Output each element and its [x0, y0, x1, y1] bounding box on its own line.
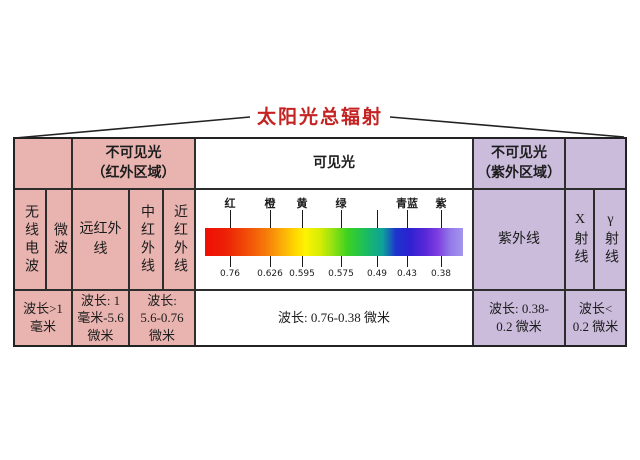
spectrum-label-yellow: 黄 [296, 198, 308, 210]
spectrum-tick-value: 0.38 [430, 269, 452, 279]
cell-wavelength-xray-gamma: 波长< 0.2 微米 [566, 291, 625, 345]
spectrum-tick-value: 0.595 [289, 269, 315, 279]
cell-header-blank-left [15, 139, 71, 188]
cell-band-far-infrared: 远红外 线 [73, 190, 128, 289]
spectrum-label-cyan-blue: 青蓝 [396, 198, 418, 210]
spectrum-label-violet: 紫 [435, 198, 447, 210]
spectrum-tick-value: 0.76 [219, 269, 241, 279]
cell-header-ultraviolet: 不可见光 （紫外区域） [474, 139, 564, 188]
visible-spectrum-panel: 红 橙 黄 绿 青蓝 紫 0.76 0.626 0.595 0.575 0.49… [196, 190, 472, 289]
spectrum-label-orange: 橙 [264, 198, 276, 210]
cell-band-gamma: γ射线 [595, 190, 625, 289]
cell-band-radio: 无线电波 [15, 190, 45, 289]
cell-wavelength-mid-near-infrared: 波长: 5.6-0.76 微米 [130, 291, 194, 345]
spectrum-tick-value: 0.626 [257, 269, 283, 279]
cell-wavelength-radio-microwave: 波长>1 毫米 [15, 291, 71, 345]
spectrum-tick-value: 0.49 [366, 269, 388, 279]
spectrum-tick-value: 0.43 [396, 269, 418, 279]
spectrum-label-red: 红 [224, 198, 236, 210]
cell-band-microwave: 微波 [47, 190, 71, 289]
spectrum-tick-value: 0.575 [328, 269, 354, 279]
cell-band-xray: X射线 [566, 190, 593, 289]
cell-band-near-infrared: 近红外线 [164, 190, 194, 289]
diagram-title: 太阳光总辐射 [256, 107, 383, 128]
cell-header-visible: 可见光 [196, 139, 472, 188]
cell-wavelength-visible: 波长: 0.76-0.38 微米 [196, 291, 472, 345]
cell-wavelength-far-infrared: 波长: 1 毫米-5.6 微米 [73, 291, 128, 345]
cell-band-ultraviolet: 紫外线 [474, 190, 564, 289]
cell-wavelength-ultraviolet: 波长: 0.38- 0.2 微米 [474, 291, 564, 345]
spectrum-label-green: 绿 [335, 198, 347, 210]
cell-header-infrared: 不可见光 （红外区域） [73, 139, 194, 188]
visible-spectrum-color-bar [205, 228, 463, 256]
cell-band-mid-infrared: 中红外线 [130, 190, 162, 289]
cell-header-blank-right [566, 139, 625, 188]
spectrum-table: 不可见光 （红外区域） 可见光 不可见光 （紫外区域） 无线电波 微波 远红外 … [13, 137, 627, 347]
